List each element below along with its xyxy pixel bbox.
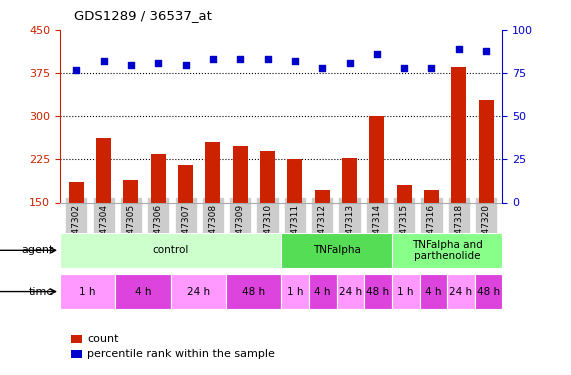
Bar [315,190,329,289]
Bar [115,274,171,309]
Bar [260,151,275,289]
Text: 1 h: 1 h [397,286,414,297]
Bar [151,154,166,289]
Text: 1 h: 1 h [79,286,96,297]
Bar [369,116,384,289]
Bar [96,138,111,289]
Text: 4 h: 4 h [315,286,331,297]
Bar [178,165,193,289]
Bar [420,274,447,309]
Text: TNFalpha: TNFalpha [312,245,360,255]
Text: GDS1289 / 36537_at: GDS1289 / 36537_at [74,9,212,22]
Text: percentile rank within the sample: percentile rank within the sample [87,349,275,359]
Text: agent: agent [22,245,54,255]
Point [263,56,272,62]
Point [154,60,163,66]
Bar [287,159,303,289]
Bar [336,274,364,309]
Point [181,62,190,68]
Text: time: time [29,286,54,297]
Point [290,58,299,64]
Text: 48 h: 48 h [242,286,265,297]
Bar [478,100,493,289]
Point [317,65,327,71]
Bar [282,274,309,309]
Bar [451,68,467,289]
Text: 24 h: 24 h [339,286,362,297]
Point [454,46,463,52]
Bar [392,232,502,268]
Text: 48 h: 48 h [477,286,500,297]
Bar [392,274,420,309]
Point [126,62,135,68]
Bar [475,274,502,309]
Point [345,60,354,66]
Point [208,56,218,62]
Text: 1 h: 1 h [287,286,303,297]
Bar [397,185,412,289]
Bar [342,158,357,289]
Bar [171,274,226,309]
Bar [447,274,475,309]
Bar [233,146,248,289]
Bar [364,274,392,309]
Point [99,58,108,64]
Bar [60,232,282,268]
Bar [69,182,84,289]
Text: 4 h: 4 h [425,286,441,297]
Point [481,48,490,54]
Point [400,65,409,71]
Text: count: count [87,334,119,344]
Bar [206,142,220,289]
Text: 24 h: 24 h [449,286,473,297]
Bar [424,190,439,289]
Bar [282,232,392,268]
Point [236,56,245,62]
Point [427,65,436,71]
Point [72,67,81,73]
Bar [71,350,82,358]
Text: 48 h: 48 h [367,286,389,297]
Text: 24 h: 24 h [187,286,210,297]
Text: control: control [152,245,189,255]
Text: TNFalpha and
parthenolide: TNFalpha and parthenolide [412,240,482,261]
Bar [309,274,336,309]
Point [372,51,381,57]
Bar [226,274,282,309]
Bar [71,335,82,343]
Bar [123,180,139,289]
Bar [60,274,115,309]
Text: 4 h: 4 h [135,286,151,297]
